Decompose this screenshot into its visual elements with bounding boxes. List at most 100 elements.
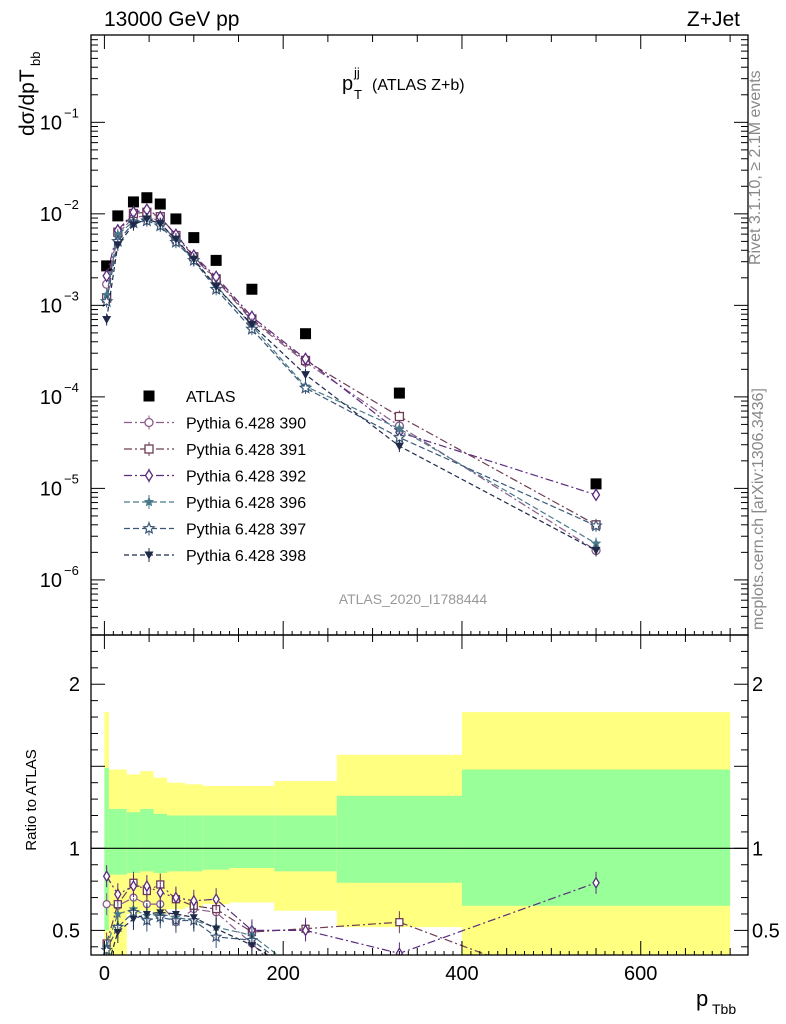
main-ytick-label-exp: −6 <box>64 563 79 578</box>
band-green-2 <box>126 812 141 873</box>
main-point-3-11 <box>591 488 601 502</box>
ratio-line-series-1 <box>106 882 489 955</box>
main-point-6-6 <box>189 255 199 264</box>
band-green-5 <box>166 815 185 872</box>
legend-label-3: Pythia 6.428 392 <box>186 469 306 486</box>
main-point-5-10 <box>392 430 407 444</box>
main-ytick-label-exp: −5 <box>64 471 79 486</box>
legend-label-2: Pythia 6.428 391 <box>186 442 306 459</box>
ratio-point-2-11 <box>592 876 600 890</box>
plot-title-sub: T <box>354 87 362 102</box>
legend-marker-1 <box>144 417 154 428</box>
main-point-0-10 <box>393 387 405 399</box>
ratio-point-5-8 <box>247 942 256 950</box>
band-green-10 <box>336 795 462 883</box>
main-point-6-9 <box>301 371 311 380</box>
plot-title: p jj T (ATLAS Z+b) <box>342 65 465 102</box>
main-line-series-2 <box>106 211 597 526</box>
main-point-0-11 <box>590 478 602 490</box>
ratio-point-5-5 <box>171 910 180 918</box>
main-point-4-1 <box>112 229 123 240</box>
main-ytick-label-exp: −1 <box>64 105 79 120</box>
legend: ATLAS Pythia 6.428 390 Pythia 6.428 391 Pyt… <box>124 389 306 565</box>
legend-marker-4 <box>143 496 155 507</box>
ratio-point-2-4 <box>156 886 165 899</box>
legend-label-1: Pythia 6.428 390 <box>186 416 306 433</box>
y-axis-label-sub: bb <box>28 52 43 66</box>
x-axis-label: p Tbb <box>696 986 736 1017</box>
plot-frames <box>90 34 749 956</box>
legend-marker-2 <box>144 444 154 454</box>
legend-label-6: Pythia 6.428 398 <box>186 548 306 565</box>
ratio-line-series-3 <box>106 908 279 955</box>
legend-label-0: ATLAS <box>186 389 236 406</box>
band-green-4 <box>153 813 167 873</box>
xtick-label: 400 <box>445 963 478 985</box>
x-axis-label-p: p <box>696 986 708 1011</box>
main-line-series-4 <box>106 218 597 545</box>
main-line-series-5 <box>106 220 597 527</box>
x-axis-label-sub: Tbb <box>712 1001 736 1017</box>
ratio-uncertainty-bands <box>91 712 748 955</box>
main-point-6-5 <box>171 235 181 244</box>
main-point-6-4 <box>155 220 165 229</box>
legend-label-5: Pythia 6.428 397 <box>186 522 306 539</box>
main-point-6-10 <box>394 442 404 451</box>
main-point-0-8 <box>246 283 258 295</box>
legend-marker-5 <box>142 521 156 535</box>
ratio-point-2-9 <box>301 924 310 937</box>
main-point-0-9 <box>300 328 312 340</box>
y-axis-label-main: dσ/dpT bb <box>16 52 43 136</box>
legend-marker-6 <box>144 551 154 560</box>
main-point-0-1 <box>112 210 124 222</box>
main-line-series-3 <box>106 209 597 496</box>
ratio-point-1-10 <box>395 918 404 927</box>
main-point-0-0 <box>101 260 113 272</box>
band-green-7 <box>202 815 230 870</box>
main-ytick-label-exp: −2 <box>64 197 79 212</box>
main-ytick-label: 10 <box>40 387 62 409</box>
main-line-series-6 <box>106 218 597 551</box>
main-ytick-label: 10 <box>40 112 62 134</box>
ratio-point-2-0 <box>102 869 111 883</box>
main-ytick-label: 10 <box>40 478 62 500</box>
main-point-3-9 <box>301 352 310 366</box>
analysis-id: ATLAS_2020_I1788444 <box>339 591 488 607</box>
main-point-2-10 <box>394 411 405 422</box>
main-point-0-7 <box>210 254 222 266</box>
main-point-6-8 <box>247 320 257 329</box>
ratio-line-series-5 <box>110 911 270 955</box>
main-frame <box>90 34 749 636</box>
main-point-0-5 <box>170 213 182 225</box>
plot-title-sup: jj <box>353 65 360 80</box>
main-point-6-3 <box>142 215 152 224</box>
main-point-6-2 <box>128 221 138 230</box>
ratio-point-2-6 <box>190 894 198 908</box>
ratio-point-2-1 <box>114 888 122 901</box>
plot-title-rest: (ATLAS Z+b) <box>372 77 465 94</box>
main-point-4-11 <box>590 538 602 548</box>
main-point-6-11 <box>591 546 601 555</box>
main-point-0-2 <box>127 196 139 208</box>
main-point-3-0 <box>102 269 111 283</box>
main-ytick-label: 10 <box>40 570 62 592</box>
legend-marker-0 <box>143 390 155 402</box>
main-point-6-7 <box>211 283 221 292</box>
ratio-ytick-label-left: 1 <box>69 838 80 860</box>
main-point-4-10 <box>394 423 405 434</box>
main-series <box>99 192 603 557</box>
ratio-ytick-label-left: 2 <box>69 674 80 696</box>
main-ytick-label: 10 <box>40 295 62 317</box>
header-left: 13000 GeV pp <box>104 8 239 31</box>
y-axis-label-ratio: Ratio to ATLAS <box>23 749 40 850</box>
legend-label-4: Pythia 6.428 396 <box>186 495 306 512</box>
ratio-point-3-1 <box>113 909 123 918</box>
main-ytick-label-exp: −4 <box>64 380 79 395</box>
legend-marker-3 <box>144 468 154 483</box>
y-axis-label-text: dσ/dpT <box>16 69 39 136</box>
band-green-1 <box>108 808 127 875</box>
ratio-frame <box>90 634 749 956</box>
ratio-series <box>100 865 600 955</box>
